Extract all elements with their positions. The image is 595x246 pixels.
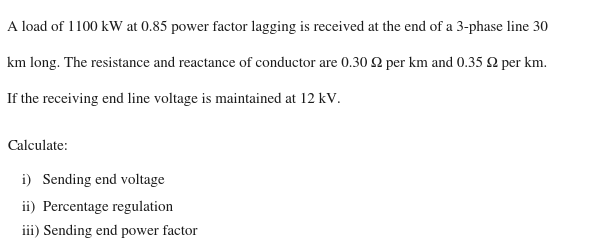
Text: A load of 1100 kW at 0.85 power factor lagging is received at the end of a 3-pha: A load of 1100 kW at 0.85 power factor l… <box>7 20 548 33</box>
Text: iii) Sending end power factor: iii) Sending end power factor <box>7 225 198 238</box>
Text: km long. The resistance and reactance of conductor are 0.30 Ω per km and 0.35 Ω : km long. The resistance and reactance of… <box>7 57 547 70</box>
Text: Calculate:: Calculate: <box>7 140 68 153</box>
Text: ii)  Percentage regulation: ii) Percentage regulation <box>7 200 173 214</box>
Text: i)   Sending end voltage: i) Sending end voltage <box>7 173 165 186</box>
Text: If the receiving end line voltage is maintained at 12 kV.: If the receiving end line voltage is mai… <box>7 93 341 106</box>
